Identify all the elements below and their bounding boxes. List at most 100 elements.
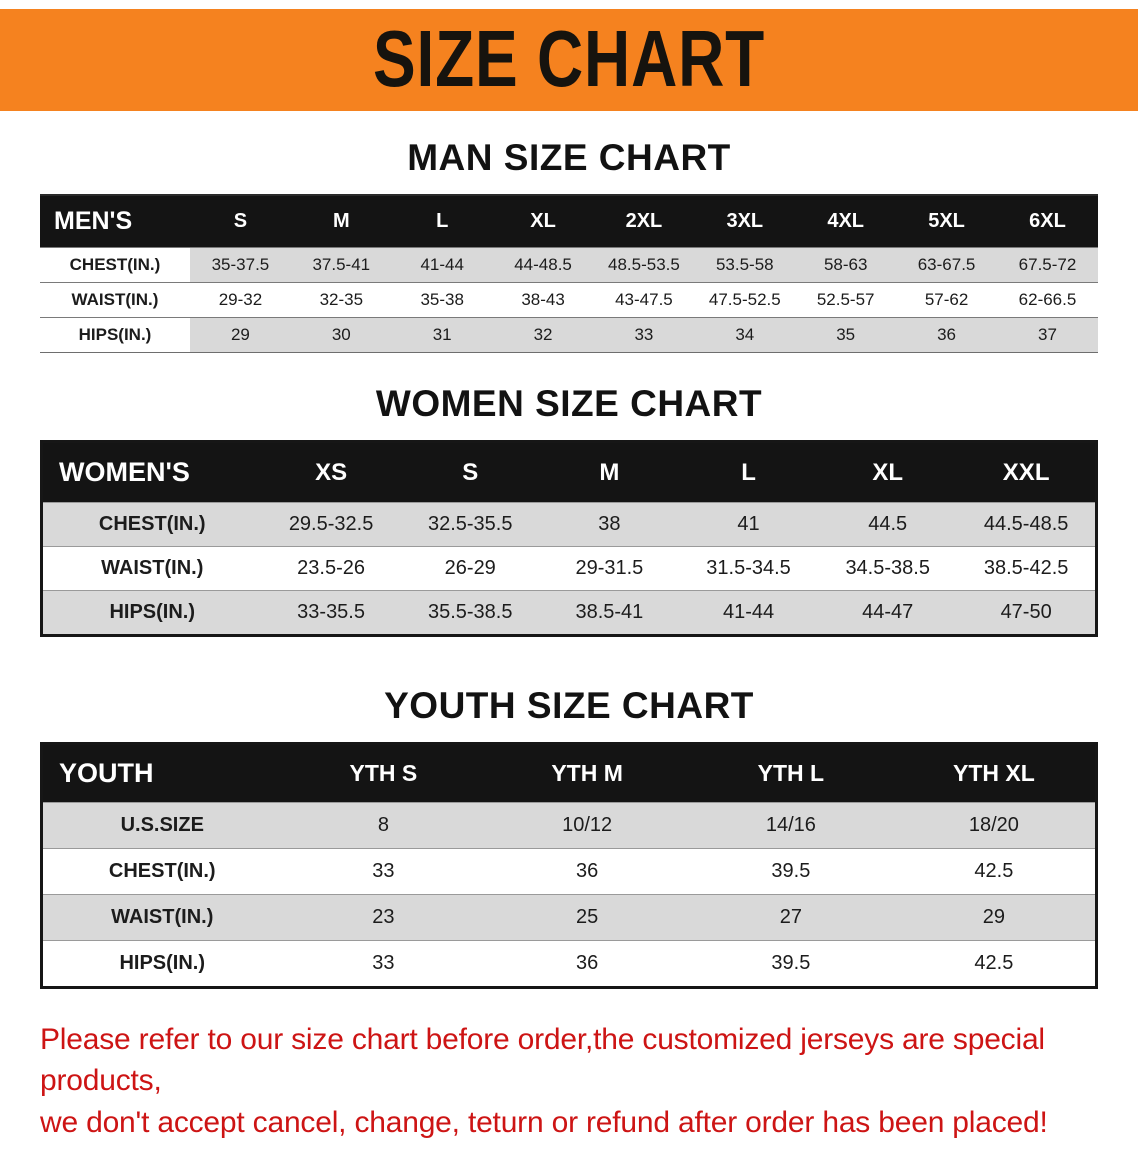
size-header-cell: YTH XL	[892, 743, 1097, 803]
data-cell: 38	[539, 502, 679, 547]
table-row: HIPS(IN.) 33-35.5 35.5-38.5 38.5-41 41-44 44-…	[41, 590, 1097, 636]
row-label: HIPS(IN.)	[41, 590, 262, 636]
row-label: U.S.SIZE	[41, 802, 282, 849]
data-cell: 39.5	[689, 940, 893, 988]
data-cell: 10/12	[485, 802, 689, 849]
size-header-cell: XS	[261, 441, 401, 503]
table-row: WAIST(IN.) 23 25 27 29	[41, 894, 1097, 941]
data-cell: 29	[190, 317, 291, 353]
data-cell: 44.5-48.5	[957, 502, 1097, 547]
data-cell: 39.5	[689, 848, 893, 895]
data-cell: 36	[896, 317, 997, 353]
size-header-cell: 2XL	[593, 195, 695, 248]
row-label: HIPS(IN.)	[41, 940, 282, 988]
table-row: WAIST(IN.) 23.5-26 26-29 29-31.5 31.5-34.5 34…	[41, 546, 1097, 591]
mens-section-heading: MAN SIZE CHART	[407, 137, 731, 178]
table-title-cell: WOMEN'S	[41, 441, 262, 503]
data-cell: 37	[997, 317, 1098, 353]
header-row: MEN'S S M L XL 2XL 3XL 4XL 5XL 6XL	[40, 195, 1098, 248]
size-header-cell: 3XL	[694, 195, 796, 248]
data-cell: 42.5	[892, 848, 1097, 895]
data-cell: 34.5-38.5	[818, 546, 958, 591]
data-cell: 41	[678, 502, 819, 547]
data-cell: 35-37.5	[190, 247, 291, 283]
mens-section: MAN SIZE CHART MEN'S S M L XL 2XL 3XL 4XL 5XL 6XL…	[0, 137, 1138, 353]
size-header-cell: YTH S	[281, 743, 486, 803]
youth-table-body: U.S.SIZE 8 10/12 14/16 18/20 CHEST(IN.) 33 36 39…	[41, 802, 1097, 988]
data-cell: 29	[892, 894, 1097, 941]
size-header-cell: XXL	[957, 441, 1097, 503]
data-cell: 44-47	[818, 590, 958, 636]
data-cell: 47.5-52.5	[694, 282, 796, 318]
data-cell: 52.5-57	[795, 282, 897, 318]
footer-note: Please refer to our size chart before or…	[40, 1019, 1100, 1143]
row-label: WAIST(IN.)	[41, 894, 282, 941]
size-header-cell: 5XL	[896, 195, 997, 248]
data-cell: 32-35	[290, 282, 392, 318]
table-row: CHEST(IN.) 35-37.5 37.5-41 41-44 44-48.5 48.5…	[40, 247, 1098, 283]
data-cell: 8	[281, 802, 486, 849]
data-cell: 42.5	[892, 940, 1097, 988]
size-header-cell: XL	[818, 441, 958, 503]
data-cell: 27	[689, 894, 893, 941]
size-header-cell: 6XL	[997, 195, 1098, 248]
youth-section: YOUTH SIZE CHART YOUTH YTH S YTH M YTH L YTH…	[0, 685, 1138, 989]
row-label: CHEST(IN.)	[40, 247, 190, 283]
data-cell: 41-44	[678, 590, 819, 636]
size-chart-banner: SIZE CHART	[0, 9, 1138, 111]
data-cell: 34	[694, 317, 796, 353]
data-cell: 31.5-34.5	[678, 546, 819, 591]
size-chart-page: SIZE CHART MAN SIZE CHART MEN'S S M L XL 2XL 3…	[0, 9, 1138, 1143]
table-row: U.S.SIZE 8 10/12 14/16 18/20	[41, 802, 1097, 849]
size-header-cell: YTH L	[689, 743, 893, 803]
data-cell: 36	[485, 940, 689, 988]
data-cell: 43-47.5	[593, 282, 695, 318]
data-cell: 47-50	[957, 590, 1097, 636]
data-cell: 35	[795, 317, 897, 353]
data-cell: 53.5-58	[694, 247, 796, 283]
size-header-cell: L	[678, 441, 819, 503]
data-cell: 38.5-42.5	[957, 546, 1097, 591]
data-cell: 25	[485, 894, 689, 941]
womens-section: WOMEN SIZE CHART WOMEN'S XS S M L XL XXL CHEST…	[0, 383, 1138, 637]
size-header-cell: L	[391, 195, 493, 248]
data-cell: 37.5-41	[290, 247, 392, 283]
data-cell: 63-67.5	[896, 247, 997, 283]
mens-table-body: CHEST(IN.) 35-37.5 37.5-41 41-44 44-48.5 48.5…	[40, 247, 1098, 353]
table-title-cell: YOUTH	[41, 743, 282, 803]
data-cell: 41-44	[391, 247, 493, 283]
womens-size-table: WOMEN'S XS S M L XL XXL CHEST(IN.) 29.5-32.5 32.…	[40, 440, 1098, 637]
data-cell: 38-43	[492, 282, 594, 318]
page-title: SIZE CHART	[373, 14, 765, 103]
data-cell: 32.5-35.5	[400, 502, 540, 547]
womens-table-body: CHEST(IN.) 29.5-32.5 32.5-35.5 38 41 44.5 44.5…	[41, 502, 1097, 636]
table-row: HIPS(IN.) 33 36 39.5 42.5	[41, 940, 1097, 988]
footer-line-2: we don't accept cancel, change, teturn o…	[40, 1105, 1048, 1139]
table-row: HIPS(IN.) 29 30 31 32 33 34 35 36 37	[40, 317, 1098, 353]
size-header-cell: XL	[492, 195, 594, 248]
data-cell: 33	[281, 848, 486, 895]
womens-section-heading: WOMEN SIZE CHART	[375, 383, 763, 424]
data-cell: 35-38	[391, 282, 493, 318]
data-cell: 44.5	[818, 502, 958, 547]
size-header-cell: S	[400, 441, 540, 503]
data-cell: 33-35.5	[261, 590, 401, 636]
table-row: CHEST(IN.) 33 36 39.5 42.5	[41, 848, 1097, 895]
data-cell: 29-31.5	[539, 546, 679, 591]
size-header-cell: S	[190, 195, 291, 248]
data-cell: 18/20	[892, 802, 1097, 849]
data-cell: 33	[281, 940, 486, 988]
data-cell: 62-66.5	[997, 282, 1098, 318]
data-cell: 44-48.5	[492, 247, 594, 283]
row-label: WAIST(IN.)	[40, 282, 190, 318]
table-row: WAIST(IN.) 29-32 32-35 35-38 38-43 43-47.5 47.…	[40, 282, 1098, 318]
data-cell: 48.5-53.5	[593, 247, 695, 283]
youth-table-header: YOUTH YTH S YTH M YTH L YTH XL	[41, 743, 1097, 803]
size-header-cell: M	[290, 195, 392, 248]
data-cell: 35.5-38.5	[400, 590, 540, 636]
data-cell: 58-63	[795, 247, 897, 283]
data-cell: 32	[492, 317, 594, 353]
mens-size-table: MEN'S S M L XL 2XL 3XL 4XL 5XL 6XL CHEST(IN.) 35-3…	[40, 194, 1098, 353]
data-cell: 33	[593, 317, 695, 353]
data-cell: 29.5-32.5	[261, 502, 401, 547]
